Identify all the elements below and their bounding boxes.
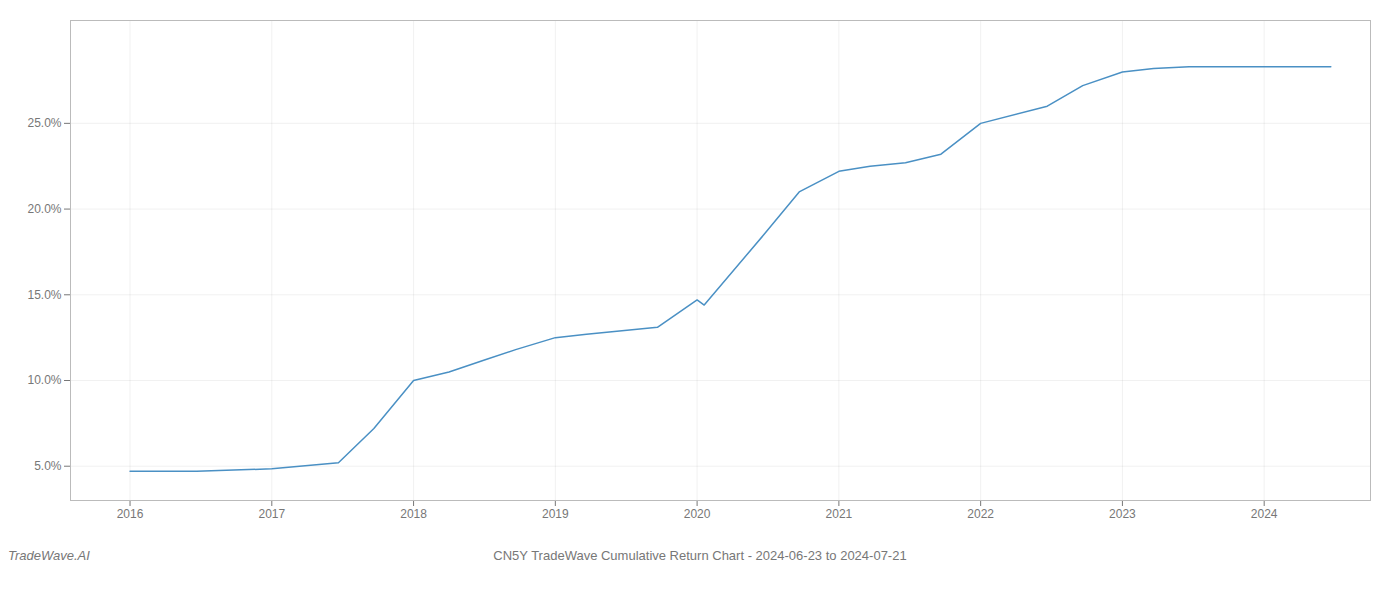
svg-text:2016: 2016 — [117, 507, 144, 521]
svg-text:15.0%: 15.0% — [27, 288, 61, 302]
svg-text:5.0%: 5.0% — [34, 459, 62, 473]
html-text:CN5Y TradeWave Cumulative Retu: CN5Y TradeWave Cumulative Return Chart -… — [493, 548, 907, 563]
svg-text:2020: 2020 — [684, 507, 711, 521]
svg-text:2017: 2017 — [258, 507, 285, 521]
html-text:TradeWave.AI: TradeWave.AI — [8, 548, 90, 563]
svg-text:2018: 2018 — [400, 507, 427, 521]
svg-text:20.0%: 20.0% — [27, 202, 61, 216]
svg-text:2022: 2022 — [967, 507, 994, 521]
svg-text:10.0%: 10.0% — [27, 373, 61, 387]
svg-text:25.0%: 25.0% — [27, 116, 61, 130]
svg-text:2023: 2023 — [1109, 507, 1136, 521]
svg-text:2024: 2024 — [1251, 507, 1278, 521]
svg-text:2021: 2021 — [826, 507, 853, 521]
svg-text:2019: 2019 — [542, 507, 569, 521]
